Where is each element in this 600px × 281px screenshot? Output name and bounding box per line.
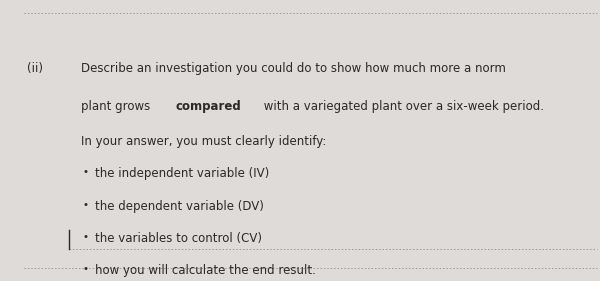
Text: Describe an investigation you could do to show how much more a norm: Describe an investigation you could do t…: [81, 62, 506, 75]
Text: with a variegated plant over a six-week period.: with a variegated plant over a six-week …: [260, 100, 544, 113]
Text: the variables to control (CV): the variables to control (CV): [95, 232, 262, 245]
Text: •: •: [83, 264, 89, 274]
Text: plant grows: plant grows: [81, 100, 154, 113]
Text: the independent variable (IV): the independent variable (IV): [95, 167, 269, 180]
Text: (ii): (ii): [27, 62, 43, 75]
Text: •: •: [83, 200, 89, 210]
Text: the dependent variable (DV): the dependent variable (DV): [95, 200, 263, 212]
Text: •: •: [83, 167, 89, 177]
Text: In your answer, you must clearly identify:: In your answer, you must clearly identif…: [81, 135, 326, 148]
Text: compared: compared: [175, 100, 241, 113]
Text: how you will calculate the end result.: how you will calculate the end result.: [95, 264, 316, 277]
Text: •: •: [83, 232, 89, 242]
